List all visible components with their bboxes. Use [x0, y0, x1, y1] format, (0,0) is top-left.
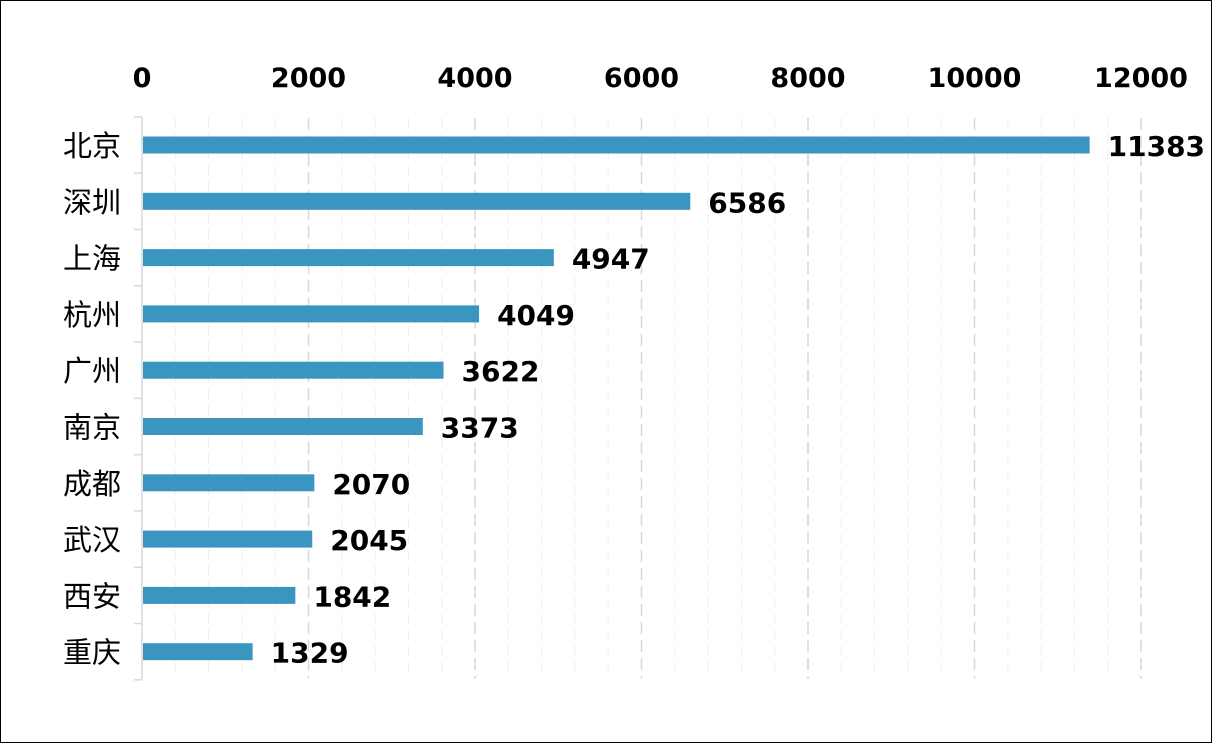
bar — [143, 249, 554, 267]
category-label: 武汉 — [63, 523, 121, 557]
category-label: 西安 — [63, 579, 121, 613]
value-label: 2070 — [332, 468, 410, 501]
category-label: 重庆 — [63, 636, 121, 670]
bar — [143, 530, 313, 548]
x-tick-label: 10000 — [928, 63, 1022, 94]
value-label: 1329 — [271, 637, 349, 670]
category-label: 成都 — [63, 467, 121, 501]
bar — [143, 643, 253, 661]
x-tick-label: 12000 — [1094, 63, 1188, 94]
bar — [143, 361, 444, 379]
value-label: 11383 — [1108, 130, 1205, 163]
x-tick-label: 6000 — [604, 63, 679, 94]
bar — [143, 136, 1090, 154]
bar — [143, 586, 296, 604]
category-label: 南京 — [63, 411, 121, 445]
value-label: 3622 — [462, 355, 540, 388]
x-tick-label: 8000 — [770, 63, 845, 94]
value-label: 1842 — [313, 580, 391, 613]
category-label: 深圳 — [63, 185, 121, 219]
x-tick-label: 2000 — [271, 63, 346, 94]
category-label: 上海 — [63, 242, 121, 276]
bar — [143, 192, 691, 210]
value-label: 6586 — [708, 186, 786, 219]
category-label: 杭州 — [63, 298, 121, 332]
value-label: 4947 — [572, 243, 650, 276]
category-label: 广州 — [63, 354, 121, 388]
bar — [143, 305, 480, 323]
value-label: 3373 — [441, 412, 519, 445]
bar — [143, 418, 423, 435]
value-label: 4049 — [497, 299, 575, 332]
category-label: 北京 — [63, 129, 121, 163]
x-tick-label: 0 — [133, 63, 152, 94]
value-label: 2045 — [330, 524, 408, 557]
x-tick-label: 4000 — [437, 63, 512, 94]
bar — [143, 474, 315, 492]
